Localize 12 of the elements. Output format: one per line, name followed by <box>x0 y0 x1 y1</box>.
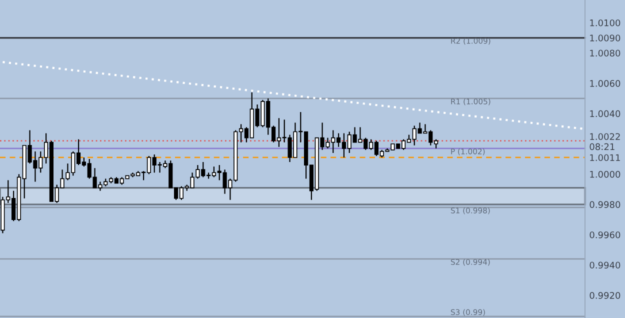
y-tick-label: 1.0090 <box>590 34 620 42</box>
y-tick-label: 1.0022 08:21 <box>590 133 620 150</box>
y-tick-label: 1.0000 <box>590 170 620 178</box>
y-tick-label: 1.0080 <box>590 50 620 57</box>
y-tick-label: 0.9980 <box>590 201 620 208</box>
y-tick-label: 0.9940 <box>590 262 620 269</box>
y-tick-label: 1.0040 <box>590 110 620 118</box>
y-tick-label: 0.9960 <box>590 231 620 238</box>
y-tick-label: 1.0060 <box>590 80 620 87</box>
y-tick-label: 1.0100 <box>590 19 620 26</box>
y-tick-label: 0.9920 <box>590 292 620 299</box>
y-tick-label: 1.0011 <box>590 154 620 162</box>
